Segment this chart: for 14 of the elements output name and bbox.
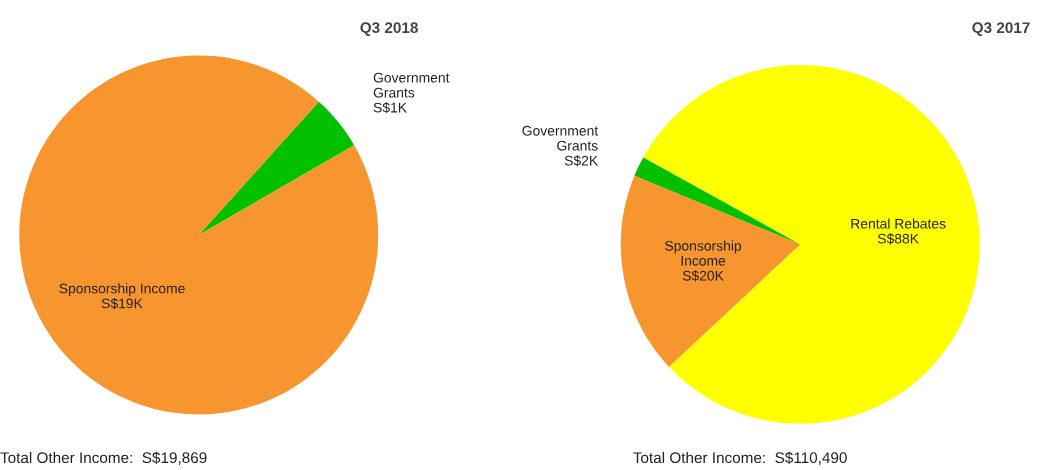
slice-label: Sponsorship Income — [665, 240, 742, 266]
data-label: S$88K — [877, 233, 919, 245]
chart-title: Q3 2018 — [360, 22, 418, 36]
text: Total Other Income: S$110,490 — [633, 451, 847, 465]
slice-label: Government Grants — [522, 125, 599, 151]
data-label: S$20K — [682, 270, 724, 282]
data-label: S$19K — [101, 297, 143, 310]
data-label: S$2K — [564, 155, 599, 167]
chart-title: Q3 2017 — [972, 22, 1030, 36]
data-label: S$1K — [373, 102, 407, 114]
slice-label: Sponsorship Income — [59, 283, 185, 297]
slice-label: Rental Rebates — [851, 218, 946, 229]
slice-label: Government Grants — [373, 72, 450, 98]
text: Total Other Income: S$19,869 — [0, 451, 207, 465]
